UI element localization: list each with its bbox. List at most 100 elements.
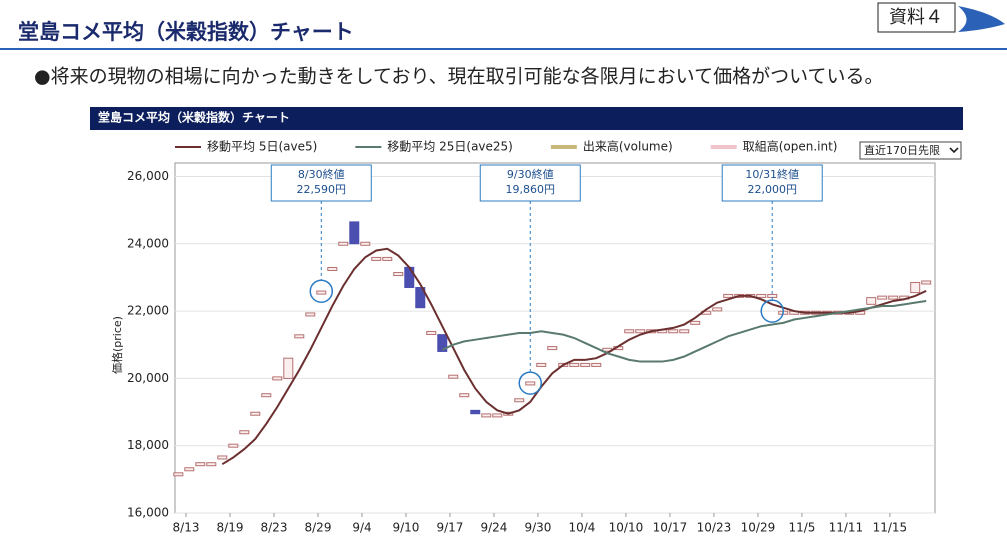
legend-label: 取組高(open.int) bbox=[743, 139, 838, 154]
x-tick-label: 10/10 bbox=[609, 521, 644, 535]
legend-label: 移動平均 25日(ave25) bbox=[387, 140, 513, 154]
badge: 資料４ bbox=[889, 7, 943, 28]
candle bbox=[569, 362, 580, 367]
x-tick-label: 9/17 bbox=[436, 521, 463, 535]
candle bbox=[668, 329, 679, 334]
x-tick-label: 8/29 bbox=[305, 521, 332, 535]
candle bbox=[250, 411, 261, 416]
y-tick-label: 22,000 bbox=[127, 304, 169, 318]
callout-text: 8/30終値 bbox=[298, 167, 345, 181]
candle bbox=[327, 267, 338, 272]
page-title: 堂島コメ平均（米穀指数）チャート bbox=[18, 20, 354, 44]
candle bbox=[767, 293, 778, 298]
x-tick-label: 10/17 bbox=[653, 521, 688, 535]
candle bbox=[723, 293, 734, 298]
badge-box bbox=[877, 2, 956, 33]
legend-label: 移動平均 5日(ave5) bbox=[207, 140, 317, 154]
candle bbox=[426, 330, 437, 335]
bullet: ●将来の現物の相場に向かった動きをしており、現在取引可能な各限月において価格がつ… bbox=[34, 66, 884, 88]
candle bbox=[305, 312, 316, 317]
candle bbox=[756, 293, 767, 298]
candle bbox=[184, 467, 195, 472]
y-tick-label: 24,000 bbox=[127, 236, 169, 250]
candle bbox=[888, 295, 899, 300]
candle bbox=[228, 443, 239, 448]
candle bbox=[459, 393, 470, 398]
candle bbox=[921, 280, 932, 285]
candle bbox=[547, 346, 558, 351]
callout-box bbox=[721, 164, 823, 202]
legend-label: 出来高(volume) bbox=[583, 139, 673, 154]
x-tick-label: 11/5 bbox=[788, 521, 815, 535]
callout-box bbox=[270, 164, 372, 202]
line-series bbox=[441, 299, 927, 363]
candle bbox=[591, 362, 602, 367]
y-tick-label: 18,000 bbox=[127, 438, 169, 452]
candle bbox=[635, 329, 646, 334]
range-select[interactable] bbox=[859, 141, 962, 160]
candle bbox=[866, 297, 877, 305]
select-caret bbox=[949, 147, 959, 154]
candle bbox=[492, 413, 503, 418]
badge-arrow bbox=[958, 6, 1005, 32]
candle bbox=[195, 462, 206, 467]
candle bbox=[470, 409, 481, 415]
line-series bbox=[221, 247, 927, 466]
x-tick-label: 8/13 bbox=[173, 521, 200, 535]
callout-box bbox=[479, 164, 581, 202]
x-tick-label: 10/4 bbox=[568, 521, 595, 535]
candle bbox=[206, 462, 217, 467]
candle bbox=[877, 295, 888, 300]
range-select-label[interactable]: 直近170日先限 bbox=[864, 143, 940, 157]
chart-header bbox=[90, 107, 963, 130]
candle bbox=[338, 241, 349, 246]
callout-marker bbox=[760, 299, 784, 323]
candle bbox=[514, 398, 525, 403]
candle bbox=[712, 307, 723, 312]
candle bbox=[239, 430, 250, 435]
candle bbox=[173, 472, 184, 477]
candle bbox=[393, 272, 404, 277]
plot-frame bbox=[174, 162, 936, 514]
callout-text: 22,000円 bbox=[747, 183, 797, 196]
x-tick-label: 10/29 bbox=[741, 521, 776, 535]
callout-text: 9/30終値 bbox=[507, 167, 554, 181]
candle bbox=[349, 221, 360, 245]
x-tick-label: 11/15 bbox=[873, 521, 908, 535]
chart-title: 堂島コメ平均（米穀指数）チャート bbox=[98, 110, 290, 125]
candle bbox=[371, 256, 382, 261]
callout-marker bbox=[309, 279, 334, 303]
candle bbox=[294, 334, 305, 339]
candle bbox=[536, 362, 547, 367]
x-tick-label: 9/30 bbox=[524, 521, 551, 535]
candle bbox=[382, 256, 393, 261]
y-tick-label: 16,000 bbox=[127, 506, 169, 520]
candle bbox=[690, 320, 701, 325]
y-tick-label: 26,000 bbox=[127, 169, 169, 183]
callout-text: 19,860円 bbox=[506, 183, 556, 196]
x-tick-label: 10/23 bbox=[697, 521, 732, 535]
x-tick-label: 11/11 bbox=[829, 521, 864, 535]
candle bbox=[316, 290, 327, 295]
callout-marker bbox=[518, 371, 543, 395]
x-tick-label: 8/23 bbox=[261, 521, 288, 535]
candle bbox=[624, 329, 635, 334]
candle bbox=[580, 362, 591, 367]
y-tick-label: 20,000 bbox=[127, 371, 169, 385]
x-tick-label: 9/24 bbox=[480, 521, 507, 535]
callout-text: 22,590円 bbox=[297, 183, 347, 196]
candle bbox=[437, 334, 448, 352]
candle bbox=[217, 455, 228, 460]
y-axis-label: 価格(price) bbox=[110, 316, 124, 374]
candle bbox=[272, 376, 283, 381]
callout-text: 10/31終値 bbox=[745, 167, 799, 181]
x-tick-label: 9/4 bbox=[352, 521, 371, 535]
candle bbox=[679, 329, 690, 334]
candle bbox=[910, 281, 921, 294]
candle bbox=[360, 241, 371, 246]
candle bbox=[481, 413, 492, 418]
candle bbox=[525, 381, 536, 386]
candle bbox=[448, 374, 459, 379]
candle bbox=[415, 287, 426, 309]
